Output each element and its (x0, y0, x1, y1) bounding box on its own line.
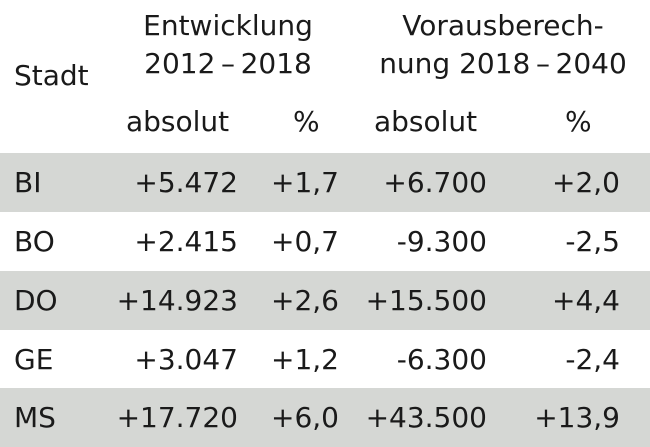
cell-absolute-2012-2018: +3.047 (134, 343, 238, 376)
cell-percent-2018-2040: +4,4 (552, 284, 620, 317)
header-group-projection-line1: Vorausberech- (402, 9, 604, 42)
cell-percent-2018-2040: +13,9 (534, 401, 620, 434)
cell-city: BI (14, 166, 42, 199)
table-row: DO +14.923 +2,6 +15.500 +4,4 (0, 271, 650, 330)
table-row: MS +17.720 +6,0 +43.500 +13,9 (0, 388, 650, 447)
cell-percent-2012-2018: +6,0 (271, 401, 339, 434)
cell-city: DO (14, 284, 58, 317)
cell-percent-2018-2040: -2,4 (565, 343, 620, 376)
cell-absolute-2012-2018: +5.472 (134, 166, 238, 199)
cell-city: BO (14, 225, 55, 258)
cell-absolute-2012-2018: +17.720 (116, 401, 238, 434)
cell-absolute-2018-2040: +15.500 (365, 284, 487, 317)
table-row: BI +5.472 +1,7 +6.700 +2,0 (0, 153, 650, 212)
cell-absolute-2018-2040: -6.300 (396, 343, 487, 376)
header-absolute-2: absolut (374, 105, 478, 138)
cell-absolute-2018-2040: -9.300 (396, 225, 487, 258)
cell-absolute-2018-2040: +6.700 (383, 166, 487, 199)
cell-percent-2012-2018: +1,7 (271, 166, 339, 199)
header-group-projection-line2: nung 2018 – 2040 (379, 47, 627, 80)
table-row: GE +3.047 +1,2 -6.300 -2,4 (0, 330, 650, 389)
cell-percent-2018-2040: -2,5 (565, 225, 620, 258)
cell-percent-2018-2040: +2,0 (552, 166, 620, 199)
header-city: Stadt (14, 59, 89, 92)
table-header: Stadt Entwicklung 2012 – 2018 Vorausbere… (0, 0, 650, 152)
cell-percent-2012-2018: +1,2 (271, 343, 339, 376)
cell-absolute-2012-2018: +2.415 (134, 225, 238, 258)
cell-absolute-2018-2040: +43.500 (365, 401, 487, 434)
header-group-development-line1: Entwicklung (143, 9, 313, 42)
cell-city: MS (14, 401, 56, 434)
cell-city: GE (14, 343, 54, 376)
cell-absolute-2012-2018: +14.923 (116, 284, 238, 317)
header-absolute-1: absolut (126, 105, 230, 138)
header-group-development-line2: 2012 – 2018 (144, 47, 312, 80)
cell-percent-2012-2018: +2,6 (271, 284, 339, 317)
cell-percent-2012-2018: +0,7 (271, 225, 339, 258)
header-percent-2: % (565, 105, 592, 138)
header-percent-1: % (293, 105, 320, 138)
table-row: BO +2.415 +0,7 -9.300 -2,5 (0, 212, 650, 271)
